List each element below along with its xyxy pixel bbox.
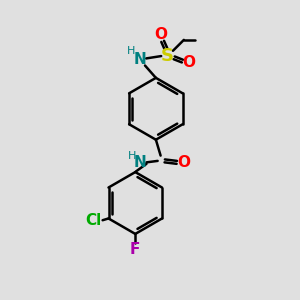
Text: O: O <box>155 27 168 42</box>
Text: F: F <box>130 242 140 257</box>
Text: S: S <box>161 47 174 65</box>
Text: N: N <box>133 52 146 67</box>
Text: O: O <box>177 155 190 170</box>
Text: Cl: Cl <box>85 213 101 228</box>
Text: H: H <box>128 152 136 161</box>
Text: N: N <box>134 155 146 170</box>
Text: H: H <box>127 46 136 56</box>
Text: O: O <box>182 55 195 70</box>
